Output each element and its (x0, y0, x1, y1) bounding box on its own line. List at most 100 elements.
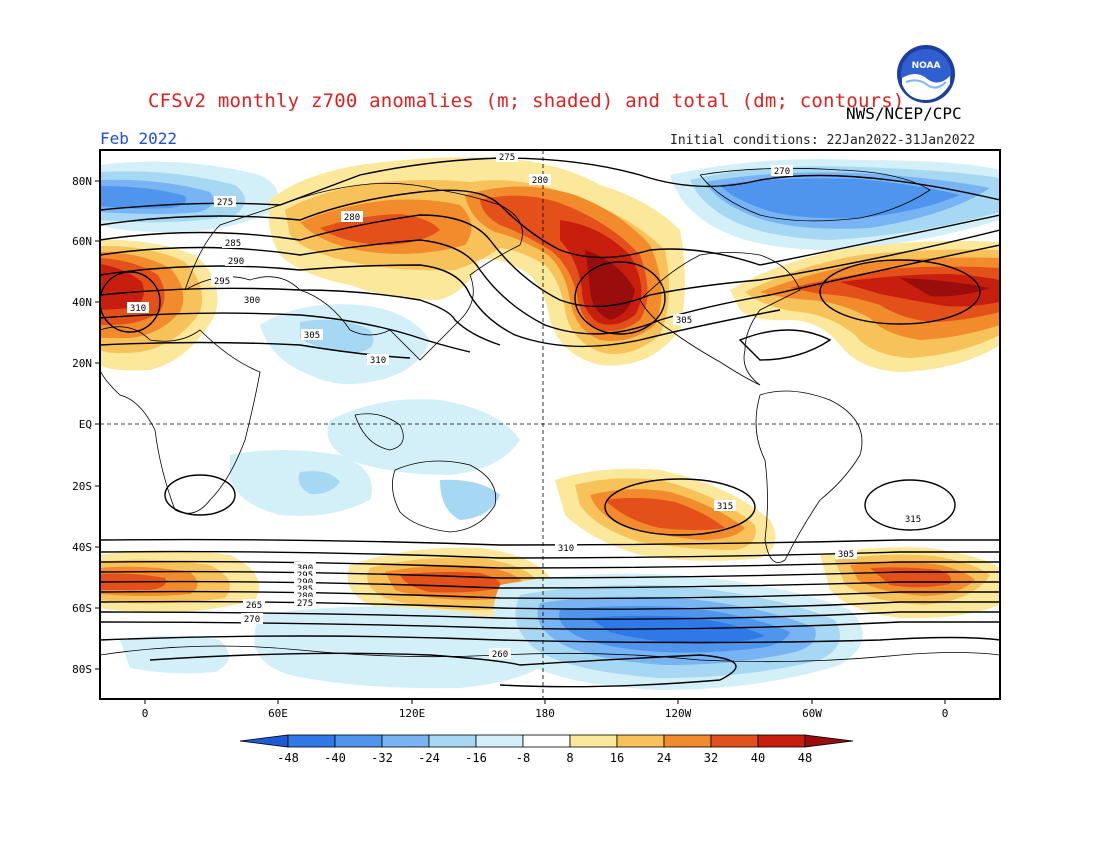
logo-text: NOAA (912, 61, 941, 71)
colorbar-tick-label: -32 (371, 751, 393, 765)
lat-label: 20S (72, 480, 92, 493)
colorbar-tick-label: -40 (324, 751, 346, 765)
contour-label-bg (529, 174, 551, 185)
contour-label: 305 (304, 331, 320, 341)
contour-label: 295 (214, 277, 230, 287)
latitude-labels: 80N 60N 40N 20N EQ 20S 40S 60S 80S (72, 175, 100, 676)
contour-label-bg (367, 354, 389, 365)
contour-label-bg (555, 542, 577, 553)
contour-label-bg (294, 562, 316, 573)
contour-label-bg (771, 165, 793, 176)
lat-label: 80S (72, 663, 92, 676)
forecast-month: Feb 2022 (100, 129, 178, 148)
reference-lines (100, 150, 1000, 699)
colorbar-left-arrow (239, 734, 289, 748)
colorbar-segment (663, 734, 712, 748)
lon-label: 120E (399, 707, 426, 720)
contour-label: 310 (130, 304, 146, 314)
agency-label: NWS/NCEP/CPC (846, 104, 962, 123)
colorbar-segment (757, 734, 806, 748)
lat-label: EQ (79, 418, 92, 431)
height-contours (100, 157, 1000, 688)
contour-label-bg (211, 275, 233, 286)
lon-label: 0 (142, 707, 149, 720)
lon-label: 120W (665, 707, 692, 720)
lat-label: 60N (72, 235, 92, 248)
contour-label-bg (294, 583, 316, 594)
contour-label: 315 (905, 515, 921, 525)
contour-label: 305 (676, 316, 692, 326)
contour-label: 285 (225, 239, 241, 249)
contour-label: 305 (838, 550, 854, 560)
colorbar-segment (381, 734, 430, 748)
contour-label-bg (341, 211, 363, 222)
contour-label-bg (714, 500, 736, 511)
contour-label-bg (243, 599, 265, 610)
colorbar-tick-label: 40 (751, 751, 765, 765)
contour-label-bg (241, 294, 263, 305)
noaa-logo: NOAA (897, 45, 955, 103)
contour-label: 315 (717, 502, 733, 512)
colorbar-segment (334, 734, 383, 748)
colorbar-tick-label: -16 (465, 751, 487, 765)
contour-label: 270 (244, 615, 260, 625)
colorbar-tick-label: 24 (657, 751, 671, 765)
colorbar-segment (287, 734, 336, 748)
colorbar-segment (522, 734, 571, 748)
lat-label: 40S (72, 541, 92, 554)
contour-label: 310 (558, 544, 574, 554)
colorbar-tick-label: 32 (704, 751, 718, 765)
colorbar-segment (428, 734, 477, 748)
chart-title: CFSv2 monthly z700 anomalies (m; shaded)… (148, 90, 905, 112)
contour-label-bg (294, 590, 316, 601)
colorbar-tick-label: -8 (516, 751, 530, 765)
lon-label: 180 (535, 707, 555, 720)
lat-label: 40N (72, 296, 92, 309)
colorbar-tick-label: 16 (610, 751, 624, 765)
contour-label-bg (489, 648, 511, 659)
contour-label-bg (294, 569, 316, 580)
contour-label-bg (673, 314, 695, 325)
colorbar-segment (710, 734, 759, 748)
contour-label: 275 (217, 198, 233, 208)
lat-label: 20N (72, 357, 92, 370)
contour-label-bg (902, 513, 924, 524)
lat-label: 80N (72, 175, 92, 188)
contour-label-bg (225, 255, 247, 266)
initial-conditions: Initial conditions: 22Jan2022-31Jan2022 (670, 133, 976, 148)
contour-label: 280 (532, 176, 548, 186)
contour-label-bg (214, 196, 236, 207)
lat-label: 60S (72, 602, 92, 615)
contour-label-bg (301, 329, 323, 340)
contour-label: 260 (492, 650, 508, 660)
contour-label-bg (496, 151, 518, 162)
contour-label-bg (241, 613, 263, 624)
contour-label: 290 (228, 257, 244, 267)
contour-label-bg (294, 597, 316, 608)
colorbar-tick-label: 48 (798, 751, 812, 765)
contour-label: 310 (370, 356, 386, 366)
colorbar-segment (616, 734, 665, 748)
colorbar: -48 -40 -32 -24 -16 -8 8 16 24 32 40 48 (239, 734, 854, 765)
colorbar-segment (569, 734, 618, 748)
colorbar-tick-label: -24 (418, 751, 440, 765)
lon-label: 0 (942, 707, 949, 720)
colorbar-tick-label: 8 (566, 751, 573, 765)
contour-label-bg (127, 302, 149, 313)
contour-label: 275 (297, 599, 313, 609)
colorbar-segment (475, 734, 524, 748)
contour-label: 265 (246, 601, 262, 611)
contour-label-bg (222, 237, 244, 248)
contour-label-bg (294, 576, 316, 587)
contour-label-bg (835, 548, 857, 559)
longitude-labels: 0 60E 120E 180 120W 60W 0 (142, 699, 949, 720)
lon-label: 60W (802, 707, 822, 720)
colorbar-tick-label: -48 (277, 751, 299, 765)
contour-label: 270 (774, 167, 790, 177)
lon-label: 60E (268, 707, 288, 720)
colorbar-right-arrow (804, 734, 854, 748)
contour-label: 275 (499, 153, 515, 163)
contour-label: 300 (244, 296, 260, 306)
contour-labels: 275 280 270 275 280 285 290 295 300 305 310 310 305 3… (127, 151, 924, 660)
